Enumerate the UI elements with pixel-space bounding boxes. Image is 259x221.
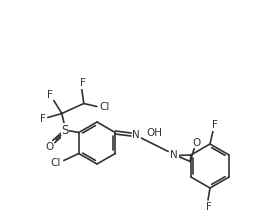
Text: O: O [192,137,200,147]
Text: Cl: Cl [100,103,110,112]
Text: OH: OH [146,128,162,139]
Text: S: S [61,124,68,137]
Text: F: F [212,120,218,130]
Text: F: F [80,78,86,88]
Text: N: N [132,130,140,139]
Text: F: F [206,202,212,212]
Text: F: F [47,91,53,101]
Text: N: N [170,149,178,160]
Text: F: F [40,114,46,124]
Text: O: O [46,143,54,152]
Text: Cl: Cl [51,158,61,168]
